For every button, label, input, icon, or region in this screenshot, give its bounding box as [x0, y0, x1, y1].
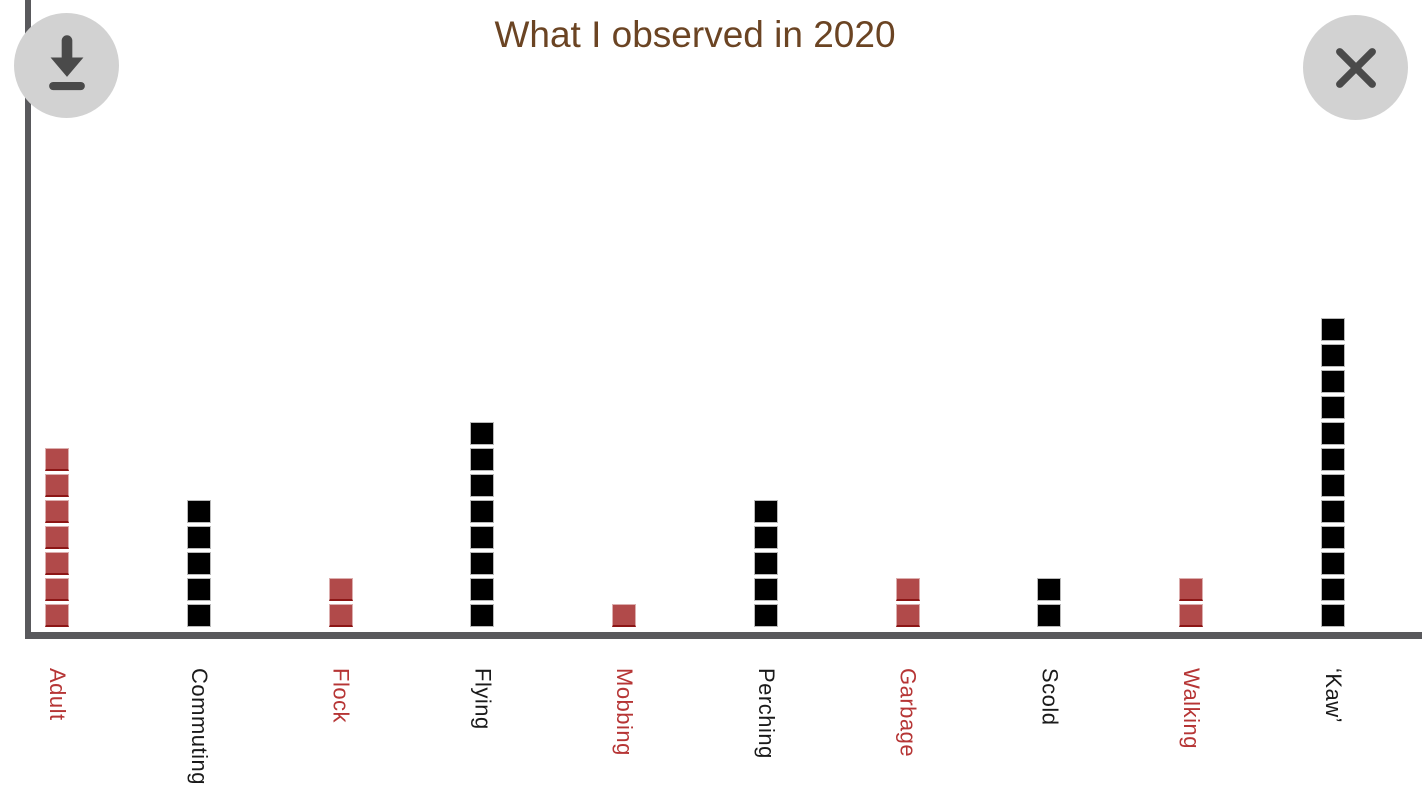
unit-square	[470, 474, 495, 497]
unit-square	[328, 604, 353, 627]
unit-square	[1321, 578, 1346, 601]
unit-square	[470, 552, 495, 575]
x-axis-label-adult: Adult	[45, 668, 70, 721]
waffle-column-commuting	[186, 500, 211, 627]
waffle-column-mobbing	[612, 604, 637, 627]
unit-square	[470, 578, 495, 601]
unit-square	[470, 448, 495, 471]
unit-square	[895, 578, 920, 601]
x-axis-label-scold: Scold	[1037, 668, 1063, 726]
waffle-column-scold	[1037, 578, 1062, 627]
unit-square	[328, 578, 353, 601]
unit-square	[186, 526, 211, 549]
unit-square	[895, 604, 920, 627]
unit-square	[45, 448, 69, 471]
unit-square	[753, 578, 778, 601]
unit-square	[1321, 526, 1346, 549]
x-axis	[25, 632, 1422, 639]
waffle-column-kaw	[1321, 318, 1346, 627]
download-icon	[38, 34, 96, 98]
close-icon	[1330, 42, 1382, 94]
download-button[interactable]	[14, 13, 119, 118]
unit-square	[45, 500, 69, 523]
unit-square	[1321, 318, 1346, 341]
unit-square	[612, 604, 637, 627]
unit-square	[1321, 396, 1346, 419]
unit-square	[1321, 370, 1346, 393]
chart-title: What I observed in 2020	[494, 14, 896, 55]
waffle-column-perching	[753, 500, 778, 627]
x-axis-label-flock: Flock	[328, 668, 354, 724]
x-axis-label-walking: Walking	[1179, 668, 1205, 749]
unit-square	[186, 552, 211, 575]
unit-square	[470, 422, 495, 445]
x-axis-label-kaw: ‘Kaw’	[1321, 668, 1347, 724]
unit-square	[753, 500, 778, 523]
unit-square	[1321, 422, 1346, 445]
unit-square	[1037, 604, 1062, 627]
unit-square	[1321, 474, 1346, 497]
unit-square	[470, 500, 495, 523]
waffle-column-flying	[470, 422, 495, 627]
unit-square	[753, 526, 778, 549]
unit-square	[1037, 578, 1062, 601]
unit-square	[45, 552, 69, 575]
unit-square	[1179, 604, 1204, 627]
unit-square	[45, 604, 69, 627]
x-axis-label-mobbing: Mobbing	[612, 668, 638, 756]
unit-square	[45, 578, 69, 601]
unit-square	[1179, 578, 1204, 601]
waffle-column-walking	[1179, 578, 1204, 627]
unit-square	[186, 578, 211, 601]
unit-square	[753, 552, 778, 575]
unit-square	[470, 526, 495, 549]
unit-square	[1321, 448, 1346, 471]
x-axis-label-garbage: Garbage	[895, 668, 921, 758]
unit-square	[186, 604, 211, 627]
close-button[interactable]	[1303, 15, 1408, 120]
unit-square	[1321, 500, 1346, 523]
x-axis-label-commuting: Commuting	[186, 668, 212, 785]
x-axis-label-flying: Flying	[470, 668, 496, 730]
waffle-column-flock	[328, 578, 353, 627]
unit-square	[470, 604, 495, 627]
x-axis-label-perching: Perching	[753, 668, 779, 759]
unit-square	[186, 500, 211, 523]
y-axis	[25, 0, 31, 639]
unit-square	[45, 526, 69, 549]
unit-square	[1321, 604, 1346, 627]
unit-square	[1321, 344, 1346, 367]
waffle-column-adult	[45, 448, 69, 627]
unit-square	[45, 474, 69, 497]
unit-square	[1321, 552, 1346, 575]
unit-square	[753, 604, 778, 627]
waffle-column-garbage	[895, 578, 920, 627]
